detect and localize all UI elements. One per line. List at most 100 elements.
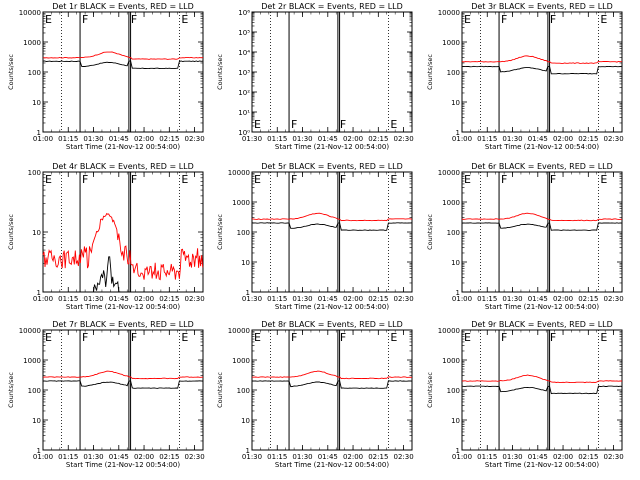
segment-marker-e: E — [45, 13, 52, 26]
plot-frame — [251, 11, 413, 133]
chart-title: Det 8r BLACK = Events, RED = LLD — [261, 320, 403, 329]
plot-frame — [42, 329, 204, 451]
x-axis-label: Start Time (21-Nov-12 00:54:00) — [275, 461, 389, 469]
chart-panel-9: Det 9r BLACK = Events, RED = LLD 1 10 100 10… — [426, 320, 624, 469]
y-tick-label: 1000 — [23, 39, 41, 47]
y-axis-label: Counts/sec — [216, 214, 224, 250]
segment-marker-e: E — [390, 118, 397, 131]
y-axis-label: Counts/sec — [216, 54, 224, 90]
plot-frame — [461, 171, 623, 293]
x-tick-label: 02:30 — [393, 453, 413, 461]
x-tick-label: 02:15 — [368, 295, 388, 303]
x-tick-label: 01:30 — [292, 135, 312, 143]
x-tick-label: 02:00 — [343, 453, 363, 461]
y-tick-label: 10000 — [19, 327, 41, 335]
series-line-lld — [42, 212, 204, 281]
segment-marker-e: E — [181, 331, 188, 344]
chart-title: Det 5r BLACK = Events, RED = LLD — [261, 162, 403, 171]
segment-marker-e: E — [600, 13, 607, 26]
segment-marker-f: F — [501, 331, 507, 344]
segment-marker-e: E — [181, 13, 188, 26]
x-axis-label: Start Time (21-Nov-12 00:54:00) — [275, 303, 389, 311]
chart-panel-2: Det 2r BLACK = Events, RED = LLD 10⁰ 10¹ 10… — [216, 2, 414, 151]
series-line-lld — [461, 374, 622, 384]
series-line-lld — [461, 212, 623, 222]
x-tick-label: 02:00 — [343, 135, 363, 143]
x-tick-label: 02:30 — [184, 295, 204, 303]
x-tick-label: 02:30 — [603, 453, 623, 461]
segment-marker-e: E — [464, 173, 471, 186]
y-tick-label: 100 — [28, 69, 41, 77]
chart-panel-1: Det 1r BLACK = Events, RED = LLD 1 10 100 10… — [7, 2, 205, 151]
series-line-lld — [461, 55, 622, 64]
y-tick-label: 10000 — [228, 169, 250, 177]
y-tick-label: 10⁵ — [238, 29, 250, 37]
y-axis-label: Counts/sec — [7, 372, 15, 408]
y-tick-label: 10 — [451, 99, 460, 107]
x-tick-label: 01:45 — [109, 453, 129, 461]
y-tick-label: 10000 — [438, 169, 460, 177]
y-tick-label: 10000 — [19, 9, 41, 17]
segment-marker-f: F — [340, 118, 346, 131]
y-tick-label: 10 — [451, 417, 460, 425]
x-tick-label: 01:00 — [33, 453, 53, 461]
y-axis-label: Counts/sec — [426, 214, 434, 250]
x-tick-label: 01:00 — [452, 295, 472, 303]
y-axis-label: Counts/sec — [426, 54, 434, 90]
segment-marker-f: F — [501, 13, 507, 26]
x-tick-label: 01:30 — [83, 453, 103, 461]
segment-marker-f: F — [550, 331, 556, 344]
x-tick-label: 02:15 — [159, 295, 179, 303]
segment-marker-e: E — [390, 331, 397, 344]
y-tick-label: 10 — [241, 259, 250, 267]
chart-title: Det 3r BLACK = Events, RED = LLD — [471, 2, 613, 11]
x-axis-label: Start Time (21-Nov-12 00:54:00) — [66, 143, 180, 151]
x-tick-label: 01:30 — [242, 453, 262, 461]
y-tick-label: 100 — [28, 169, 41, 177]
segment-marker-f: F — [550, 173, 556, 186]
segment-marker-f: F — [550, 13, 556, 26]
x-axis-label: Start Time (21-Nov-12 00:54:00) — [66, 303, 180, 311]
x-tick-label: 01:30 — [292, 453, 312, 461]
x-tick-label: 02:15 — [578, 295, 598, 303]
y-tick-label: 10 — [32, 229, 41, 237]
x-tick-label: 01:45 — [109, 135, 129, 143]
y-tick-label: 10³ — [238, 69, 250, 77]
y-tick-label: 10000 — [438, 9, 460, 17]
x-tick-label: 01:15 — [477, 295, 497, 303]
segment-marker-f: F — [340, 173, 346, 186]
series-line-events — [251, 380, 413, 389]
chart-title: Det 9r BLACK = Events, RED = LLD — [471, 320, 613, 329]
x-tick-label: 02:00 — [134, 135, 154, 143]
segment-marker-f: F — [131, 331, 137, 344]
segment-marker-f: F — [501, 173, 507, 186]
x-tick-label: 02:00 — [553, 295, 573, 303]
series-line-events — [42, 60, 204, 70]
x-tick-label: 01:30 — [292, 295, 312, 303]
chart-title: Det 1r BLACK = Events, RED = LLD — [52, 2, 194, 11]
x-tick-label: 01:30 — [502, 295, 522, 303]
segment-marker-e: E — [254, 331, 261, 344]
x-tick-label: 01:15 — [58, 453, 78, 461]
segment-marker-e: E — [464, 331, 471, 344]
x-tick-label: 01:15 — [267, 295, 287, 303]
y-tick-label: 10 — [32, 417, 41, 425]
y-axis-label: Counts/sec — [216, 372, 224, 408]
x-tick-label: 02:15 — [368, 453, 388, 461]
segment-marker-f: F — [131, 173, 137, 186]
segment-marker-e: E — [45, 331, 52, 344]
y-tick-label: 1 — [37, 447, 41, 455]
x-tick-label: 01:30 — [83, 135, 103, 143]
series-line-events — [43, 256, 203, 293]
y-tick-label: 1000 — [442, 39, 460, 47]
segment-marker-e: E — [390, 173, 397, 186]
x-tick-label: 02:00 — [553, 135, 573, 143]
y-tick-label: 1 — [456, 447, 460, 455]
x-tick-label: 01:15 — [58, 135, 78, 143]
x-tick-label: 01:30 — [83, 295, 103, 303]
y-tick-label: 10 — [32, 99, 41, 107]
x-tick-label: 01:45 — [528, 295, 548, 303]
y-tick-label: 1000 — [232, 357, 250, 365]
y-axis-label: Counts/sec — [7, 214, 15, 250]
series-line-lld — [42, 51, 204, 60]
